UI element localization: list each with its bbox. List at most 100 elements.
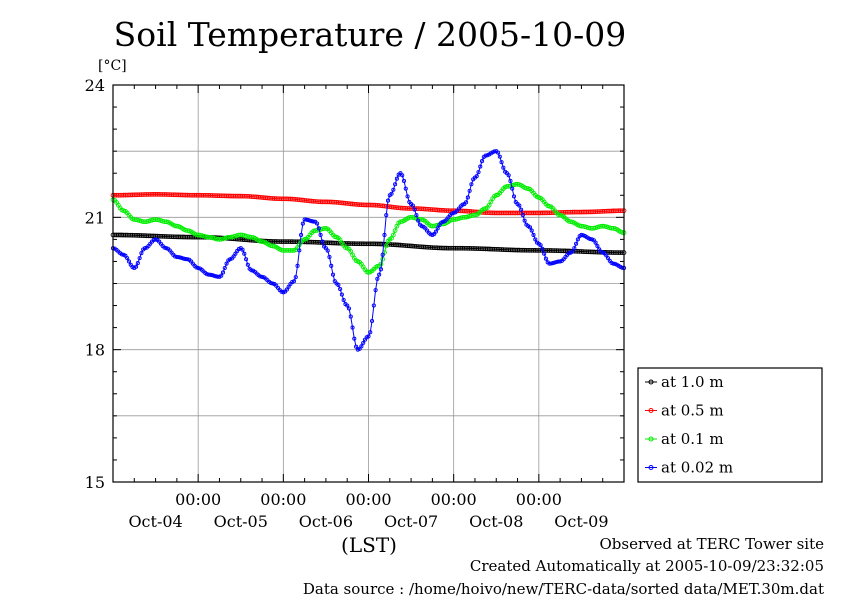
series-point <box>556 259 561 264</box>
series-point <box>259 274 265 279</box>
x-tick-date-label: Oct-06 <box>299 512 353 531</box>
series-point <box>183 257 188 262</box>
series-point <box>369 318 375 324</box>
series-point <box>465 195 470 200</box>
series-point <box>549 261 554 266</box>
series-point <box>330 272 336 277</box>
series-point <box>210 273 215 278</box>
series-point <box>318 232 323 238</box>
series-point <box>511 194 517 199</box>
series-point <box>531 232 536 238</box>
series-point <box>572 246 577 251</box>
legend-entry-label: at 0.5 m <box>661 402 724 420</box>
series-point <box>508 178 513 183</box>
series-point <box>478 164 483 169</box>
series-point <box>295 263 300 268</box>
series-point <box>389 191 394 196</box>
series-point <box>538 243 543 248</box>
series-point <box>492 149 497 154</box>
chart-title: Soil Temperature / 2005-10-09 <box>114 15 627 54</box>
series-point <box>552 260 557 265</box>
series-point <box>327 254 332 260</box>
series-point <box>258 274 263 279</box>
series-point <box>574 241 579 246</box>
series-point <box>366 334 371 339</box>
series-point <box>605 256 611 261</box>
series-point <box>529 228 534 233</box>
x-tick-time-label: 00:00 <box>516 490 562 509</box>
x-tick-date-label: Oct-07 <box>384 512 438 531</box>
legend-entry-label: at 0.1 m <box>661 430 724 448</box>
series-point <box>527 225 533 230</box>
series-point <box>320 239 325 244</box>
series-point <box>291 279 297 284</box>
series-point <box>176 255 181 260</box>
series-point <box>382 232 387 238</box>
series-point <box>297 248 302 253</box>
y-tick-label: 18 <box>85 341 105 360</box>
series-point <box>604 253 609 258</box>
series-point <box>304 217 309 222</box>
series-point <box>126 259 132 264</box>
legend-entry-label: at 0.02 m <box>661 459 733 477</box>
series-point <box>329 263 334 268</box>
series-point <box>579 232 584 238</box>
series-point <box>361 340 366 346</box>
series-point <box>543 256 548 261</box>
series-point <box>368 330 373 335</box>
series-point <box>350 325 355 330</box>
series-point <box>284 287 289 292</box>
series-point <box>499 160 504 165</box>
series-point <box>385 198 391 203</box>
series-point <box>414 213 419 218</box>
y-axis-ticks: 15 18 21 24 <box>85 76 624 492</box>
series-point <box>401 178 407 183</box>
series-point <box>268 281 273 286</box>
series-point <box>249 268 254 273</box>
legend-box <box>637 367 823 483</box>
series-point <box>410 203 415 208</box>
series-point <box>588 237 593 242</box>
series-point <box>346 306 352 311</box>
series-point <box>533 237 538 242</box>
series-at-0-5-m <box>110 192 627 216</box>
series-point <box>314 221 320 226</box>
series-point <box>593 240 598 245</box>
x-tick-time-label: 00:00 <box>175 490 221 509</box>
series-point <box>339 292 344 297</box>
series-point <box>293 275 298 280</box>
series-point <box>550 261 556 266</box>
series-point <box>384 213 389 218</box>
series-point <box>245 262 250 267</box>
series-point <box>383 243 389 249</box>
y-axis-unit-label: [°C] <box>98 58 127 74</box>
x-tick-date-label: Oct-08 <box>469 512 523 531</box>
series-point <box>474 174 479 179</box>
series-point <box>480 159 485 164</box>
series-point <box>416 218 421 223</box>
series-point <box>405 194 410 199</box>
series-point <box>240 247 245 252</box>
series-point <box>215 274 220 279</box>
series-point <box>393 182 398 187</box>
series-point <box>220 270 226 275</box>
series-point <box>501 165 506 170</box>
y-tick-label: 21 <box>85 208 105 227</box>
footer-data-source: Data source : /home/hoivo/new/TERC-data/… <box>302 580 824 598</box>
series-point <box>464 200 469 205</box>
series-point <box>212 273 217 278</box>
footer-observed: Observed at TERC Tower site <box>599 535 824 553</box>
series-point <box>307 218 312 223</box>
series-point <box>359 344 364 349</box>
y-tick-label: 24 <box>85 76 105 95</box>
x-axis-label: (LST) <box>341 533 397 557</box>
series-point <box>180 256 185 261</box>
series-point <box>208 272 213 277</box>
series-point <box>373 288 378 293</box>
series-point <box>233 251 238 256</box>
legend-entry-label: at 1.0 m <box>661 373 724 391</box>
series-point <box>178 255 183 260</box>
series-point <box>338 286 343 292</box>
series-point <box>542 251 547 256</box>
series-point <box>517 203 522 208</box>
